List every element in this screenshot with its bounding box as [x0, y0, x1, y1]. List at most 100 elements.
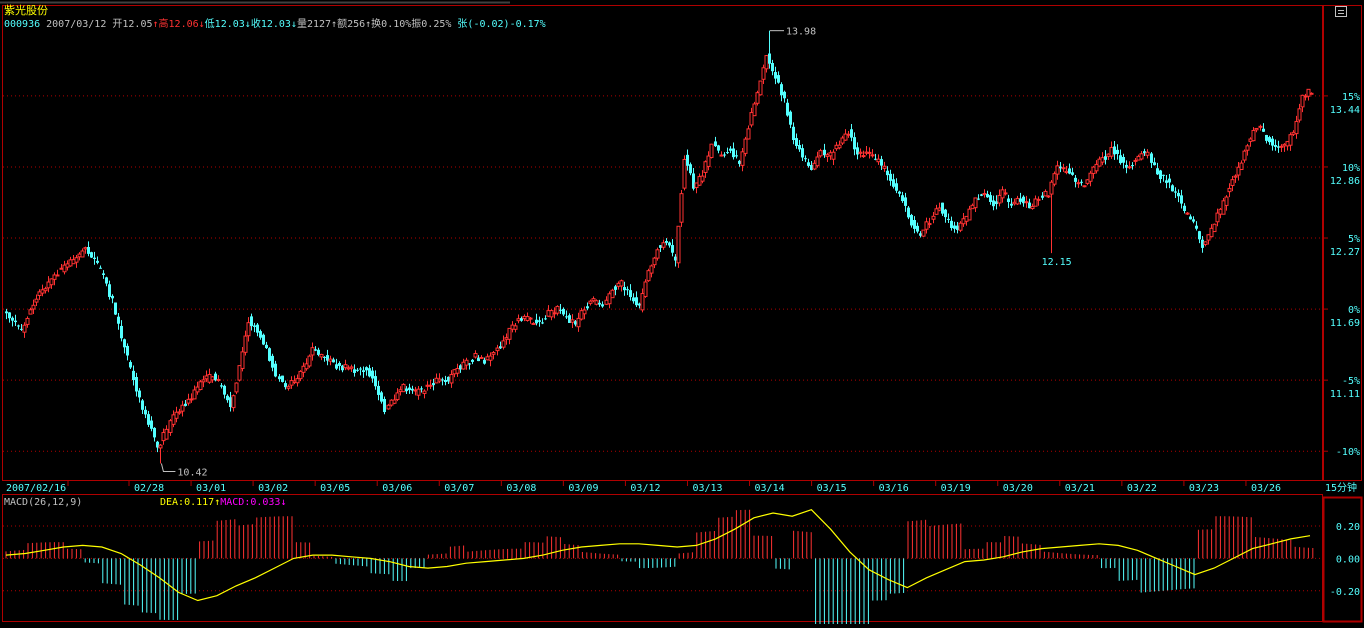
candle — [729, 146, 732, 154]
dea-label: DEA: — [160, 497, 184, 508]
candle — [395, 388, 400, 402]
info-low: 12.03 — [215, 19, 245, 30]
candle — [5, 308, 8, 320]
pct-tick-label: 0% — [1348, 305, 1360, 316]
svg-text:12.15: 12.15 — [1042, 257, 1072, 268]
macd-label: MACD: — [220, 497, 250, 508]
candle — [686, 149, 689, 171]
candle — [201, 375, 206, 388]
candle — [483, 357, 486, 365]
candle — [544, 315, 547, 321]
candle — [706, 151, 711, 171]
info-open: 12.05 — [122, 19, 152, 30]
candle — [111, 294, 114, 304]
candle — [919, 231, 922, 238]
candle — [488, 352, 493, 367]
candle — [335, 358, 338, 371]
candle — [635, 291, 638, 308]
time-tick-label: 03/22 — [1127, 483, 1157, 494]
candle — [1100, 152, 1105, 166]
time-tick-label: 03/26 — [1251, 483, 1281, 494]
svg-text:DEA:0.117↑MACD:0.033↓: DEA:0.117↑MACD:0.033↓ — [160, 497, 286, 508]
candle — [973, 197, 978, 213]
candle — [562, 307, 565, 317]
candle — [1309, 92, 1314, 95]
candle — [916, 222, 919, 234]
candle — [468, 363, 471, 370]
candle — [749, 107, 754, 128]
candle — [525, 312, 530, 322]
candle — [1068, 163, 1071, 175]
candle — [1074, 175, 1077, 188]
maximize-button[interactable] — [1335, 6, 1347, 17]
candle — [353, 364, 356, 377]
candle — [123, 338, 126, 354]
candle — [1127, 161, 1132, 170]
candle — [226, 394, 229, 403]
info-high-label: 高 — [159, 17, 169, 30]
candle — [22, 322, 27, 338]
candle — [777, 71, 780, 84]
candle — [168, 419, 173, 436]
candle — [1024, 195, 1029, 208]
candle — [904, 192, 907, 212]
candle — [1143, 148, 1146, 157]
info-open-label: 开 — [106, 19, 122, 30]
candle — [576, 312, 581, 332]
candle — [198, 379, 203, 391]
candle — [732, 142, 735, 160]
candle — [332, 357, 335, 363]
candle — [256, 323, 259, 337]
candle — [1233, 174, 1238, 183]
info-high: 12.06 — [169, 19, 199, 30]
time-tick-label: 03/01 — [196, 483, 226, 494]
candle — [780, 82, 783, 102]
candle — [676, 225, 681, 268]
candle — [1109, 141, 1114, 159]
candle — [761, 64, 766, 84]
price-annotations: 13.98 10.42 12.15 — [160, 27, 1072, 478]
candle — [907, 206, 910, 220]
candle — [992, 195, 995, 211]
price-tick-label: 11.69 — [1330, 318, 1360, 329]
candle — [870, 149, 875, 158]
candle — [997, 189, 1002, 207]
candle — [259, 329, 262, 340]
candle — [422, 389, 427, 399]
candle — [655, 247, 660, 261]
candle — [284, 380, 287, 390]
candle — [1180, 189, 1183, 209]
candle — [958, 221, 963, 233]
candle — [1055, 160, 1060, 180]
pct-tick-label: 5% — [1348, 234, 1360, 245]
candle — [1139, 151, 1144, 161]
candle — [823, 143, 826, 158]
candle — [774, 66, 777, 85]
info-turnover: 0.10% — [381, 19, 411, 30]
candle — [640, 288, 645, 313]
candle — [758, 80, 763, 96]
candle — [164, 425, 169, 440]
price-tick-label: 13.44 — [1330, 105, 1360, 116]
candle — [43, 286, 48, 294]
up-arrow-icon: ↑ — [214, 497, 220, 508]
candle — [649, 264, 654, 278]
price-annotation: 10.42 — [160, 463, 208, 478]
candle — [1294, 115, 1299, 139]
candle — [477, 355, 480, 362]
candle — [359, 366, 362, 376]
candle — [623, 281, 626, 296]
candle — [892, 173, 895, 189]
period-label[interactable]: 15分钟 — [1325, 481, 1357, 494]
candle — [34, 294, 39, 306]
candle — [1113, 141, 1116, 160]
candle — [120, 320, 123, 342]
candle — [755, 90, 760, 106]
candle — [1198, 230, 1201, 244]
candle — [14, 314, 17, 327]
candle — [240, 346, 245, 372]
candle — [1174, 187, 1177, 199]
candle — [610, 288, 615, 299]
candle — [171, 410, 176, 428]
candle — [11, 316, 14, 327]
